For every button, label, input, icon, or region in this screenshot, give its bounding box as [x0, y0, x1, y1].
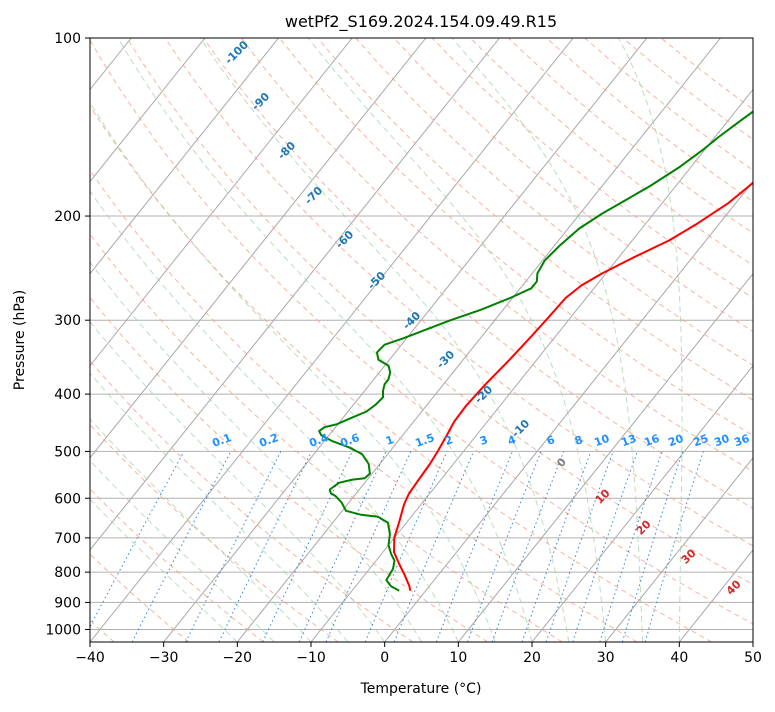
y-tick-label: 600 [54, 491, 81, 507]
x-tick-label: 0 [380, 650, 389, 666]
x-tick-label: 30 [597, 650, 615, 666]
chart-title: wetPf2_S169.2024.154.09.49.R15 [285, 12, 557, 32]
y-tick-label: 800 [54, 565, 81, 581]
y-tick-label: 500 [54, 444, 81, 460]
y-tick-label: 100 [54, 31, 81, 47]
x-tick-label: 10 [449, 650, 467, 666]
x-tick-label: −20 [223, 650, 253, 666]
x-tick-label: 40 [670, 650, 688, 666]
x-tick-label: −40 [75, 650, 105, 666]
y-tick-label: 900 [54, 595, 81, 611]
x-tick-label: −30 [149, 650, 179, 666]
y-tick-label: 200 [54, 209, 81, 225]
x-axis-label: Temperature (°C) [360, 681, 482, 697]
x-tick-label: −10 [296, 650, 326, 666]
y-tick-label: 700 [54, 531, 81, 547]
y-axis-label: Pressure (hPa) [12, 290, 28, 390]
y-tick-label: 400 [54, 387, 81, 403]
y-tick-label: 300 [54, 313, 81, 329]
x-tick-label: 50 [744, 650, 762, 666]
x-tick-label: 20 [523, 650, 541, 666]
y-tick-label: 1000 [45, 622, 81, 638]
